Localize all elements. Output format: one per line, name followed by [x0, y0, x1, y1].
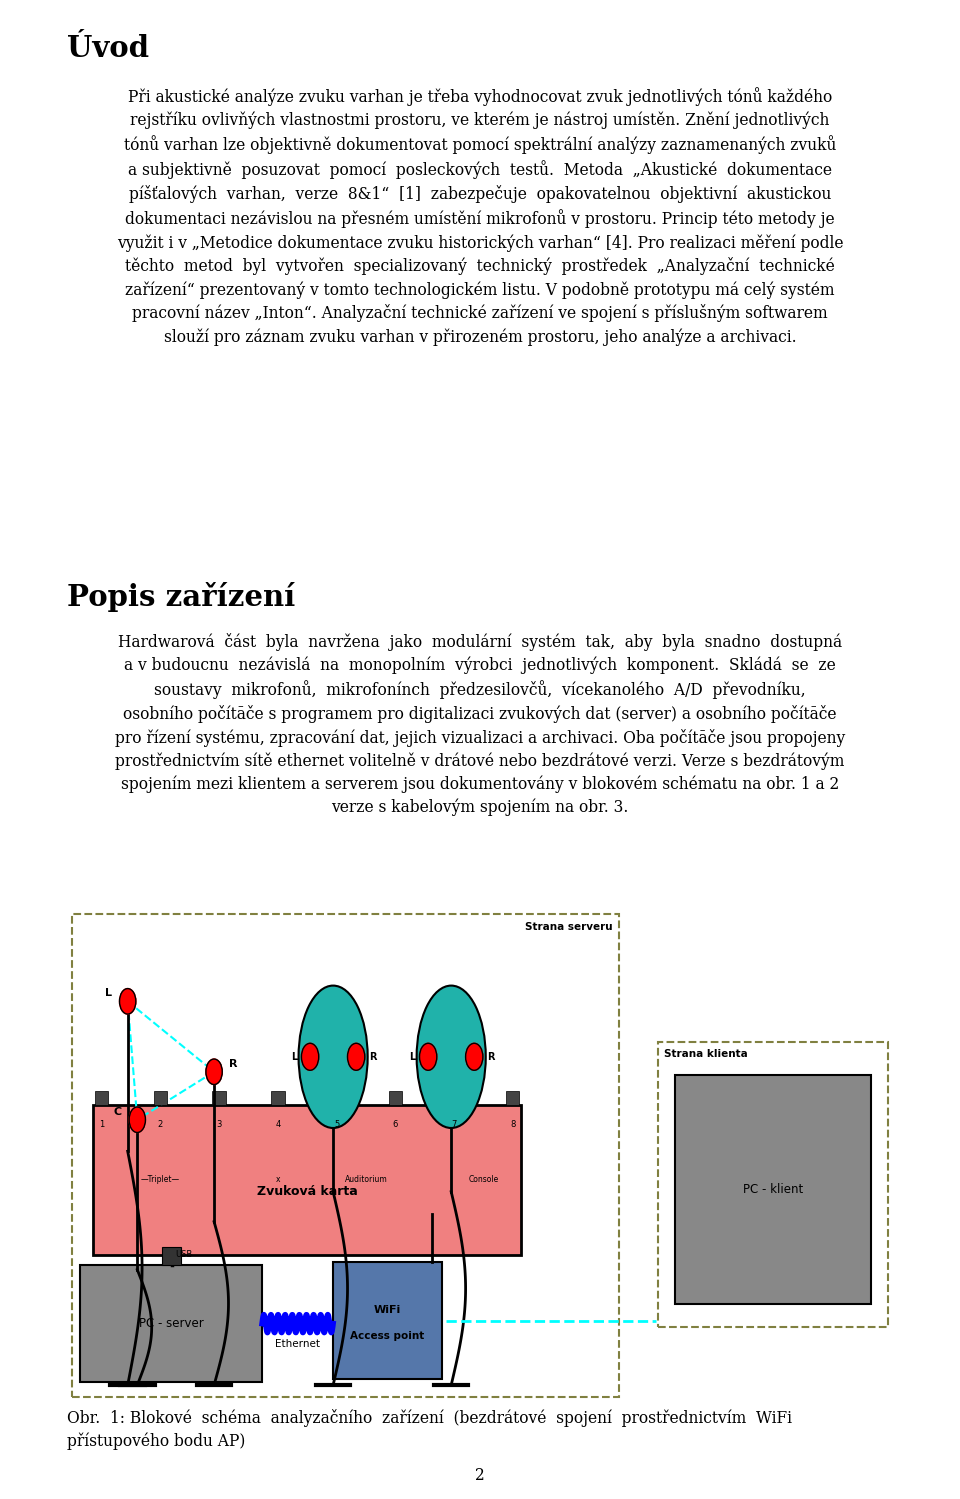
- Text: Zvuková karta: Zvuková karta: [257, 1186, 357, 1198]
- Text: C: C: [114, 1106, 122, 1117]
- Circle shape: [129, 1106, 146, 1133]
- Circle shape: [119, 989, 136, 1013]
- Text: 2: 2: [157, 1120, 163, 1129]
- FancyBboxPatch shape: [506, 1091, 519, 1105]
- Text: R: R: [487, 1052, 494, 1061]
- Text: x: x: [276, 1175, 280, 1184]
- Text: 2: 2: [475, 1468, 485, 1484]
- Text: L: L: [106, 988, 112, 998]
- Text: Access point: Access point: [350, 1331, 424, 1340]
- FancyBboxPatch shape: [389, 1091, 402, 1105]
- Text: Ethernet: Ethernet: [276, 1339, 320, 1349]
- Text: 5: 5: [334, 1120, 339, 1129]
- FancyBboxPatch shape: [330, 1091, 344, 1105]
- Text: WiFi: WiFi: [373, 1306, 401, 1315]
- FancyBboxPatch shape: [271, 1091, 284, 1105]
- FancyBboxPatch shape: [675, 1075, 871, 1304]
- Text: Console: Console: [468, 1175, 498, 1184]
- Text: 4: 4: [276, 1120, 280, 1129]
- Text: L: L: [409, 1052, 416, 1061]
- FancyBboxPatch shape: [93, 1105, 521, 1255]
- Text: 6: 6: [393, 1120, 398, 1129]
- FancyBboxPatch shape: [80, 1265, 262, 1382]
- Text: R: R: [369, 1052, 376, 1061]
- Text: Při akustické analýze zvuku varhan je třeba vyhodnocovat zvuk jednotlivých tónů : Při akustické analýze zvuku varhan je tř…: [117, 87, 843, 346]
- FancyBboxPatch shape: [333, 1262, 442, 1379]
- FancyBboxPatch shape: [95, 1091, 108, 1105]
- Circle shape: [301, 1043, 319, 1070]
- Text: Hardwarová  část  byla  navržena  jako  modulární  systém  tak,  aby  byla  snad: Hardwarová část byla navržena jako modul…: [115, 633, 845, 815]
- Text: 7: 7: [451, 1120, 457, 1129]
- Text: Strana serveru: Strana serveru: [525, 922, 612, 932]
- Text: Popis zařízení: Popis zařízení: [67, 582, 296, 612]
- Text: PC - server: PC - server: [138, 1318, 204, 1330]
- Text: Strana klienta: Strana klienta: [664, 1049, 748, 1060]
- Text: Obr.  1: Blokové  schéma  analyzačního  zařízení  (bezdrátové  spojení  prostřed: Obr. 1: Blokové schéma analyzačního zaří…: [67, 1409, 792, 1450]
- Ellipse shape: [299, 986, 368, 1127]
- Text: 1: 1: [99, 1120, 105, 1129]
- Text: 3: 3: [216, 1120, 222, 1129]
- Text: L: L: [291, 1052, 298, 1061]
- Ellipse shape: [417, 986, 486, 1127]
- Text: Auditorium: Auditorium: [345, 1175, 387, 1184]
- Text: PC - klient: PC - klient: [743, 1183, 803, 1196]
- Text: R: R: [229, 1058, 238, 1069]
- Circle shape: [466, 1043, 483, 1070]
- FancyBboxPatch shape: [162, 1247, 181, 1265]
- FancyBboxPatch shape: [212, 1091, 226, 1105]
- Text: Úvod: Úvod: [67, 34, 149, 63]
- Circle shape: [206, 1058, 223, 1085]
- Circle shape: [420, 1043, 437, 1070]
- Text: USB: USB: [176, 1250, 193, 1259]
- FancyBboxPatch shape: [447, 1091, 461, 1105]
- Text: —Triplet—: —Triplet—: [141, 1175, 180, 1184]
- FancyBboxPatch shape: [154, 1091, 167, 1105]
- Circle shape: [348, 1043, 365, 1070]
- Text: 8: 8: [510, 1120, 516, 1129]
